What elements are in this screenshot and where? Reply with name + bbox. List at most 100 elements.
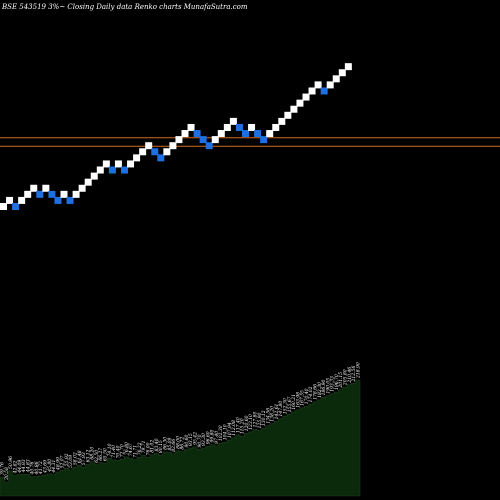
renko-brick-down: [235, 123, 243, 131]
renko-brick-up: [296, 99, 304, 107]
volume-label: 45.80: [47, 459, 53, 473]
renko-brick-up: [18, 196, 26, 204]
renko-brick-down: [205, 142, 213, 150]
volume-area-fill: [0, 379, 361, 497]
volume-label: 205.80: [343, 369, 349, 386]
volume-label: 93.30: [201, 433, 207, 446]
volume-label: 62.50: [94, 450, 100, 463]
renko-brick-up: [308, 87, 316, 95]
renko-brick-up: [229, 117, 237, 125]
volume-label: 210.46: [347, 367, 353, 384]
renko-brick-down: [320, 87, 328, 95]
renko-brick-up: [145, 142, 153, 150]
renko-brick-up: [0, 203, 7, 210]
renko-brick-up: [284, 111, 292, 119]
volume-label: 57.93: [81, 452, 87, 465]
volume-label: 39.76: [0, 462, 6, 475]
renko-bricks: [0, 63, 352, 210]
renko-brick-up: [278, 117, 286, 125]
volume-label: 174.02: [308, 386, 314, 402]
volume-label: 107.94: [227, 422, 233, 438]
renko-brick-up: [72, 190, 80, 198]
volume-label: 61.48: [77, 450, 83, 463]
renko-brick-up: [6, 196, 14, 204]
volume-label: 96.60: [205, 431, 211, 444]
volume-label: 72.70: [120, 444, 126, 457]
volume-label: 218.90: [355, 362, 361, 379]
volume-label: 66.27: [98, 448, 104, 461]
volume-label: 152.30: [283, 398, 289, 414]
volume-label: 138.20: [270, 406, 276, 422]
volume-label: 201.15: [338, 372, 344, 389]
volume-label: 182.30: [317, 382, 323, 398]
renko-brick-down: [54, 196, 62, 204]
volume-label: 115.20: [240, 418, 246, 434]
volume-label: 95.42: [193, 432, 199, 445]
volume-label: 127.80: [253, 411, 259, 427]
renko-brick-up: [84, 178, 92, 186]
renko-brick-up: [332, 75, 340, 83]
renko-brick-down: [48, 190, 56, 198]
renko-brick-up: [96, 166, 104, 174]
volume-label: 79.71: [141, 440, 147, 453]
renko-brick-up: [102, 160, 110, 168]
renko-brick-up: [223, 123, 231, 131]
volume-label: 65.50: [103, 448, 109, 461]
volume-label: 170.40: [304, 388, 310, 404]
volume-label: 52.07: [60, 455, 66, 468]
volume-label: 90.60: [184, 434, 190, 447]
renko-brick-down: [151, 148, 159, 156]
volume-label: 63.12: [85, 449, 91, 462]
volume-label: 76.80: [124, 442, 130, 455]
renko-brick-up: [163, 148, 171, 156]
volume-label: 70.40: [115, 445, 121, 458]
volume-label: 40.86: [34, 461, 40, 475]
volume-label: 81.02: [150, 440, 156, 453]
volume-label: 44.93: [21, 459, 27, 473]
renko-brick-up: [181, 130, 189, 138]
volume-label: 123.10: [248, 414, 254, 430]
renko-brick-up: [217, 130, 225, 138]
volume-label: 44.09: [17, 460, 23, 474]
renko-brick-up: [326, 81, 334, 89]
renko-brick-down: [242, 130, 249, 138]
renko-brick-down: [193, 130, 201, 138]
volume-label: 86.30: [163, 437, 169, 450]
volume-label: 85.09: [167, 437, 173, 450]
renko-brick-down: [199, 136, 207, 144]
renko-brick-up: [139, 148, 147, 156]
volume-label: 53.09: [68, 455, 74, 468]
renko-brick-up: [338, 69, 346, 77]
volume-label: 76.00: [145, 442, 151, 455]
volume-label: 44.83: [25, 459, 31, 473]
volume-label: 48.99: [55, 457, 61, 471]
reference-lines: [0, 137, 500, 147]
volume-label: 88.00: [175, 436, 181, 449]
volume-label: 155.67: [287, 396, 293, 412]
renko-brick-down: [254, 130, 262, 138]
renko-brick-up: [42, 184, 50, 192]
volume-label: 186.90: [321, 379, 327, 395]
volume-label: 134.56: [265, 408, 271, 424]
volume-label: 43.69: [43, 460, 49, 474]
volume-label: 190.05: [325, 378, 331, 394]
volume-label: 68.20: [90, 447, 96, 460]
volume-label: 76.22: [137, 442, 143, 455]
volume-label: 130.12: [261, 410, 267, 426]
volume-label: 142.61: [274, 404, 280, 420]
renko-brick-up: [169, 142, 177, 150]
renko-brick-up: [24, 190, 32, 198]
renko-brick-up: [78, 184, 86, 192]
volume-label: 97.40: [214, 431, 220, 444]
renko-brick-down: [12, 203, 20, 210]
volume-label: 93.15: [188, 433, 194, 446]
volume-label: 71.40: [111, 445, 117, 458]
renko-brick-up: [266, 130, 274, 138]
volume-label: 71.71: [133, 445, 139, 458]
volume-label: 90.70: [197, 434, 203, 447]
volume-label: 104.10: [223, 424, 229, 440]
volume-label: 86.72: [180, 437, 186, 450]
renko-brick-down: [157, 154, 165, 162]
renko-brick-up: [127, 160, 135, 168]
